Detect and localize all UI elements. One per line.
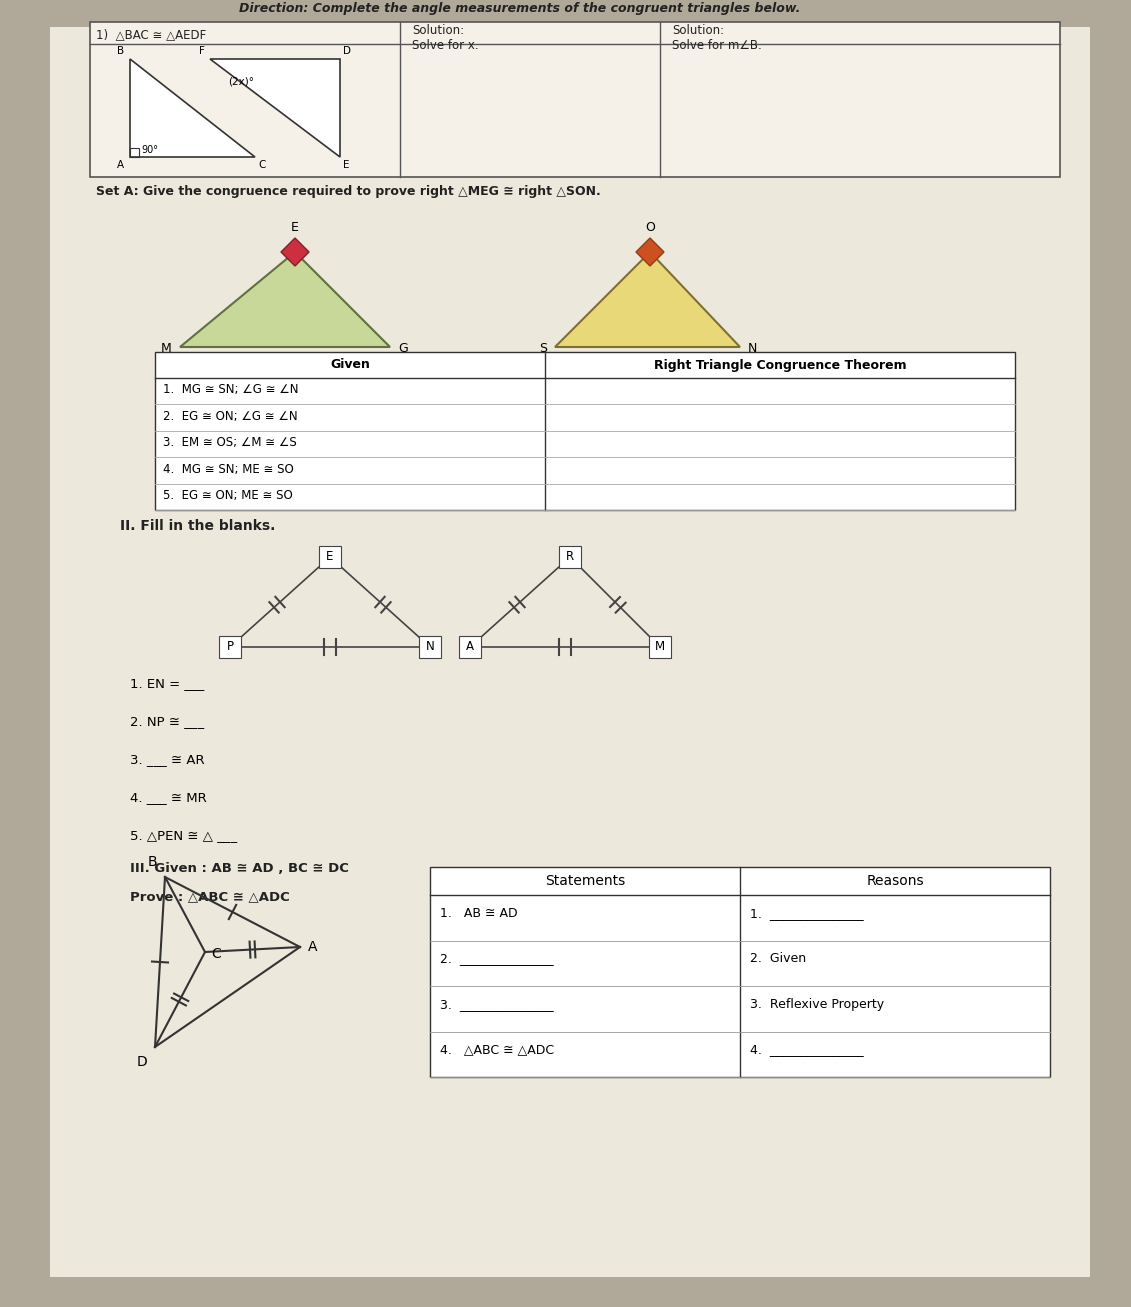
Text: 3.  EM ≅ OS; ∠M ≅ ∠S: 3. EM ≅ OS; ∠M ≅ ∠S (163, 437, 296, 450)
Text: 1.  _______________: 1. _______________ (750, 907, 864, 920)
Bar (130, 148, 139, 157)
Text: N: N (425, 640, 434, 654)
Polygon shape (555, 252, 740, 346)
Text: Right Triangle Congruence Theorem: Right Triangle Congruence Theorem (654, 358, 906, 371)
Text: Solve for m∠B.: Solve for m∠B. (672, 39, 762, 52)
FancyBboxPatch shape (219, 637, 241, 657)
Polygon shape (280, 238, 309, 267)
Text: Solve for x.: Solve for x. (412, 39, 478, 52)
Polygon shape (180, 252, 390, 346)
Text: D: D (136, 1055, 147, 1069)
Text: 90°: 90° (141, 145, 158, 156)
Text: N: N (748, 342, 758, 356)
Text: 2.  _______________: 2. _______________ (440, 953, 554, 965)
Text: C: C (211, 948, 221, 961)
FancyBboxPatch shape (559, 546, 581, 569)
Text: 2.  Given: 2. Given (750, 953, 806, 965)
Text: 2. NP ≅ ___: 2. NP ≅ ___ (130, 715, 204, 728)
Text: Statements: Statements (545, 874, 625, 887)
Text: Solution:: Solution: (412, 25, 464, 38)
Text: 3.  Reflexive Property: 3. Reflexive Property (750, 997, 884, 1010)
Text: C: C (258, 159, 266, 170)
Text: 1. EN = ___: 1. EN = ___ (130, 677, 205, 690)
Text: A: A (466, 640, 474, 654)
Text: E: E (327, 550, 334, 563)
Text: R: R (566, 550, 575, 563)
Text: II. Fill in the blanks.: II. Fill in the blanks. (120, 519, 275, 533)
Bar (90, 22, 1060, 176)
Text: 1.   AB ≅ AD: 1. AB ≅ AD (440, 907, 518, 920)
Text: S: S (539, 342, 547, 356)
Text: B: B (147, 855, 157, 869)
Text: O: O (645, 221, 655, 234)
Text: Reasons: Reasons (866, 874, 924, 887)
FancyBboxPatch shape (319, 546, 342, 569)
Text: Direction: Complete the angle measurements of the congruent triangles below.: Direction: Complete the angle measuremen… (240, 3, 801, 14)
Text: E: E (343, 159, 349, 170)
Polygon shape (130, 59, 254, 157)
Text: E: E (291, 221, 299, 234)
Text: 3.  _______________: 3. _______________ (440, 997, 554, 1010)
Text: G: G (398, 342, 408, 356)
Text: 4. ___ ≅ MR: 4. ___ ≅ MR (130, 791, 207, 804)
Text: 5.  EG ≅ ON; ME ≅ SO: 5. EG ≅ ON; ME ≅ SO (163, 489, 293, 502)
Text: M: M (655, 640, 665, 654)
Text: A: A (308, 940, 318, 954)
Text: 1.  MG ≅ SN; ∠G ≅ ∠N: 1. MG ≅ SN; ∠G ≅ ∠N (163, 383, 299, 396)
Text: 1)  △BAC ≅ △AEDF: 1) △BAC ≅ △AEDF (96, 29, 206, 42)
Polygon shape (210, 59, 340, 157)
Polygon shape (636, 238, 664, 267)
FancyBboxPatch shape (459, 637, 481, 657)
Bar (155, 352, 1015, 510)
Text: 2.  EG ≅ ON; ∠G ≅ ∠N: 2. EG ≅ ON; ∠G ≅ ∠N (163, 410, 297, 422)
Text: 4.   △ABC ≅ △ADC: 4. △ABC ≅ △ADC (440, 1043, 554, 1056)
Text: A: A (116, 159, 124, 170)
Text: (2x)°: (2x)° (228, 77, 254, 88)
FancyBboxPatch shape (649, 637, 671, 657)
Text: III. Given : AB ≅ AD , BC ≅ DC: III. Given : AB ≅ AD , BC ≅ DC (130, 863, 348, 874)
Text: P: P (226, 640, 233, 654)
Text: M: M (162, 342, 172, 356)
FancyBboxPatch shape (418, 637, 441, 657)
Text: 5. △PEN ≅ △ ___: 5. △PEN ≅ △ ___ (130, 829, 238, 842)
Text: 4.  _______________: 4. _______________ (750, 1043, 864, 1056)
Text: 3. ___ ≅ AR: 3. ___ ≅ AR (130, 753, 205, 766)
Bar (430, 867, 1050, 1077)
Text: Set A: Give the congruence required to prove right △MEG ≅ right △SON.: Set A: Give the congruence required to p… (96, 186, 601, 197)
Text: Solution:: Solution: (672, 25, 724, 38)
Text: B: B (116, 46, 124, 56)
Text: F: F (199, 46, 205, 56)
Text: Given: Given (330, 358, 370, 371)
Text: 4.  MG ≅ SN; ME ≅ SO: 4. MG ≅ SN; ME ≅ SO (163, 463, 294, 476)
FancyBboxPatch shape (50, 27, 1090, 1277)
Text: D: D (343, 46, 351, 56)
Text: Prove : △ABC ≅ △ADC: Prove : △ABC ≅ △ADC (130, 890, 290, 903)
